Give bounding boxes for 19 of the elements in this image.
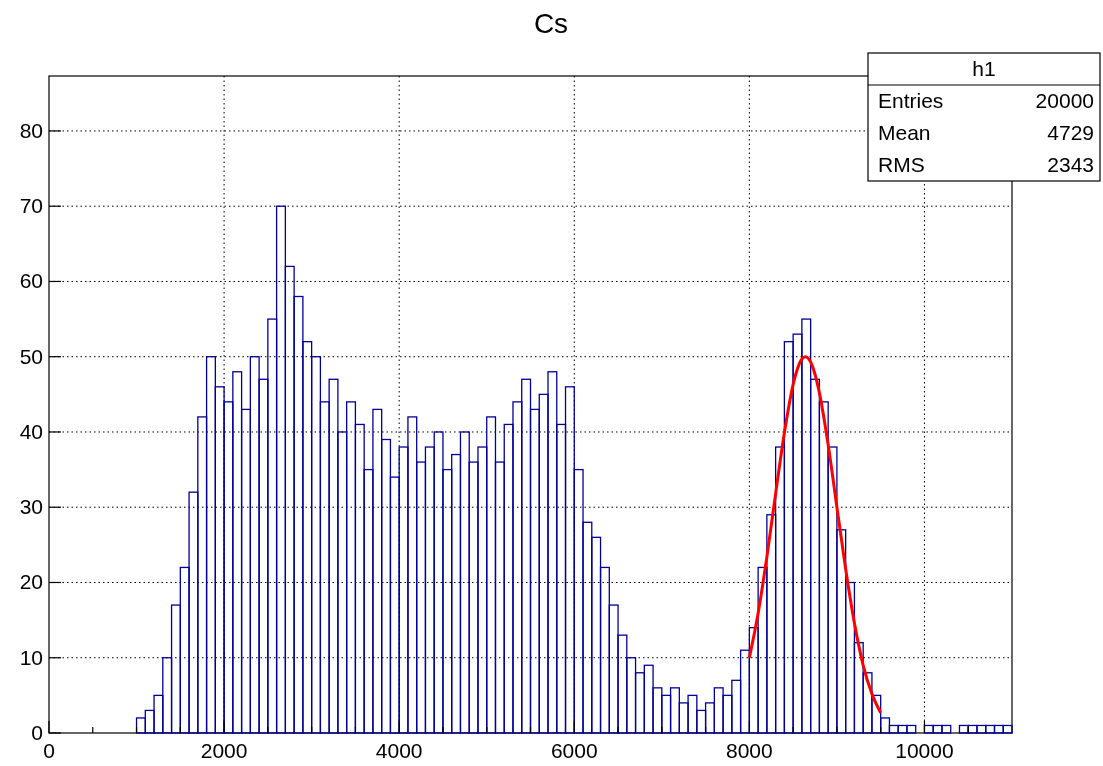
annotation: h1 [972,57,996,80]
y-tick-label: 0 [31,721,43,744]
text: Entries 20000 [878,89,1094,112]
y-tick-label: 80 [19,118,43,142]
y-tick-label: 40 [19,419,43,443]
y-tick-label: 20 [19,570,43,594]
y-tick-label: 10 [19,645,43,669]
chart-title: Cs [533,8,569,39]
x-tick-label: 2000 [200,739,248,762]
y-tick-label: 70 [19,194,43,218]
x-tick-label: 10000 [895,739,954,762]
text: Mean 4729 [878,121,1094,144]
y-tick-label: 60 [19,269,43,293]
x-tick-label: 8000 [726,739,773,762]
y-tick-label: 30 [19,495,43,519]
y-tick-label: 50 [19,344,43,368]
text: RMS 2343 [878,153,1094,176]
x-tick-label: 6000 [550,739,598,762]
x-tick-label: 4000 [375,739,423,762]
